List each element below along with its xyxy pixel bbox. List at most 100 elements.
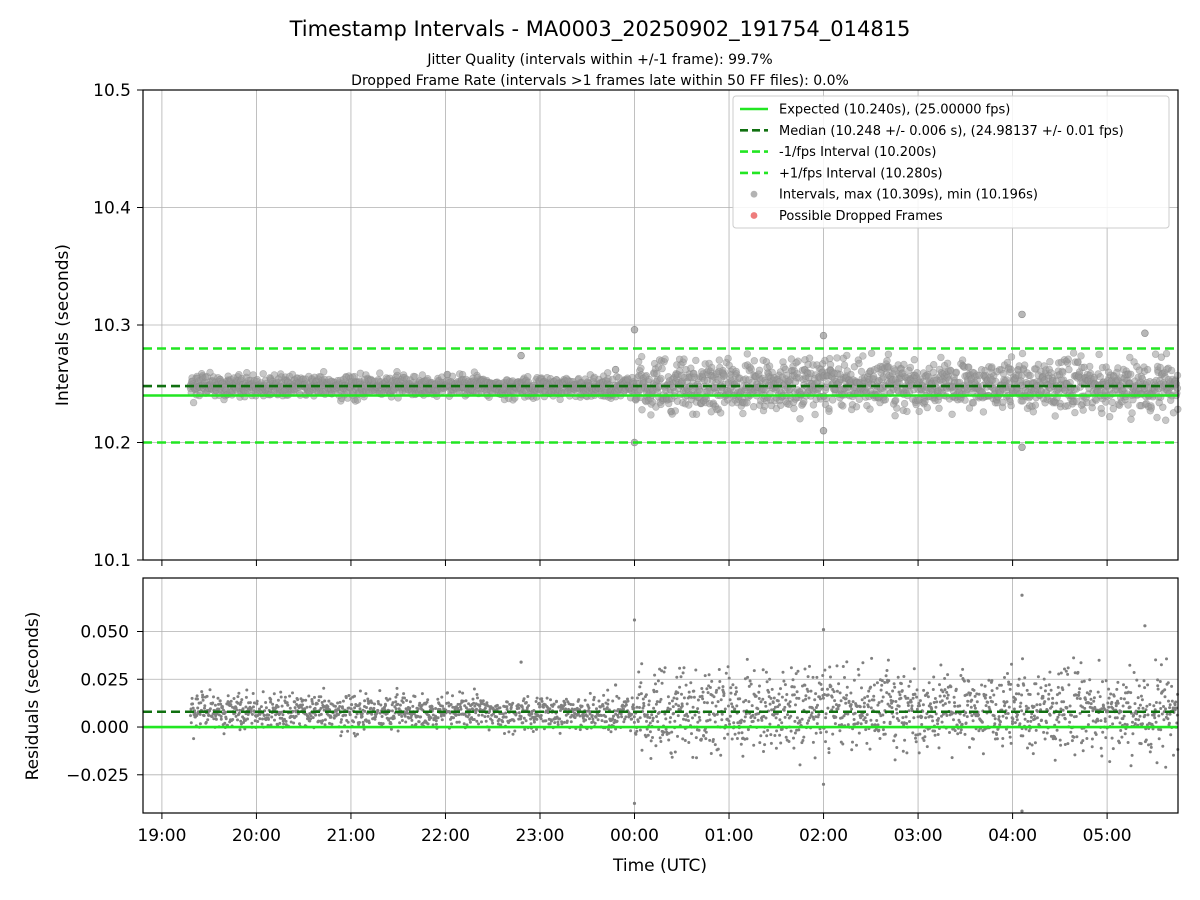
residual-point [962,713,966,717]
residual-point [622,707,625,711]
residual-point [583,698,587,702]
residual-point [1051,696,1055,700]
residual-point [487,728,491,732]
residual-point [339,720,343,724]
residual-point [782,679,786,683]
residual-point [199,701,203,705]
residual-point [860,698,864,702]
residual-point [908,720,911,723]
residual-point [549,698,552,702]
interval-point-outlier [517,351,525,360]
residual-point [1054,737,1058,741]
interval-point [811,410,819,419]
residual-point [707,673,711,677]
interval-point [884,350,893,358]
residual-point [908,680,912,683]
residual-point [899,696,903,700]
residual-point [317,699,321,702]
residual-point [535,717,539,721]
residual-point [486,714,490,718]
residual-point [441,704,444,708]
residual-point [719,753,723,757]
residual-point [649,739,653,743]
residual-point [859,722,863,726]
residual-point [963,732,967,736]
interval-point [739,409,747,418]
residual-point [747,684,751,688]
residual-point [638,728,642,732]
residual-point [237,691,241,695]
interval-point [1065,365,1073,374]
residual-point [733,707,737,711]
residual-point [609,730,613,734]
residual-point [340,718,343,722]
residual-point [687,690,691,694]
residual-point [967,679,971,683]
residual-point [768,722,772,726]
residual-point [591,703,595,707]
residual-point [635,696,639,700]
residual-point [1047,697,1051,701]
residual-point [769,733,773,737]
interval-point [743,350,751,358]
residual-point [483,715,487,719]
residual-point [634,732,638,736]
legend-label: Intervals, max (10.309s), min (10.196s) [779,188,1038,203]
residual-point [913,692,917,696]
residual-point [398,721,402,725]
residual-point [933,729,937,733]
residual-point [880,683,884,687]
residual-point [196,706,200,710]
residual-point [705,701,709,705]
residual-point [826,693,830,697]
residual-point [685,702,689,706]
interval-point [353,396,362,404]
residual-point [642,704,646,708]
interval-point [1046,358,1054,366]
residual-point [534,700,538,703]
interval-point [1031,401,1040,409]
residual-point [1002,690,1005,693]
residual-point [727,719,731,723]
residual-point [396,729,400,733]
residual-point [716,700,720,704]
residual-point [624,703,628,707]
residual-point [272,692,276,696]
residual-point [403,714,407,718]
residual-point [875,719,879,722]
residual-point [485,701,489,705]
residual-point [972,688,976,692]
residual-point [769,741,773,745]
residual-point [1005,700,1009,704]
residual-point [477,713,481,717]
residual-point [347,694,351,697]
residual-point [652,706,656,710]
residual-point [222,732,226,736]
residual-point [617,696,621,700]
residual-point [841,742,845,746]
residual-point [735,704,739,708]
residual-point [352,731,356,735]
residual-point [704,730,708,734]
residual-point [933,733,937,737]
residual-point [853,711,857,715]
residual-point [936,733,940,736]
residual-point [897,690,901,694]
residual-point [956,732,960,736]
legend-label: +1/fps Interval (10.280s) [779,166,943,181]
residual-point [273,718,276,722]
residual-point [562,720,566,724]
residual-point [280,716,284,720]
residual-point [645,719,648,723]
residual-point [837,703,841,707]
interval-point-outlier [630,326,639,334]
residual-point [1059,671,1063,675]
residual-point [656,679,660,683]
residual-point [434,722,438,726]
residual-point [477,722,480,726]
residual-point [881,728,885,732]
residual-point [684,683,688,687]
residual-point [639,692,643,696]
residual-point [522,697,526,701]
residual-point [544,719,548,723]
